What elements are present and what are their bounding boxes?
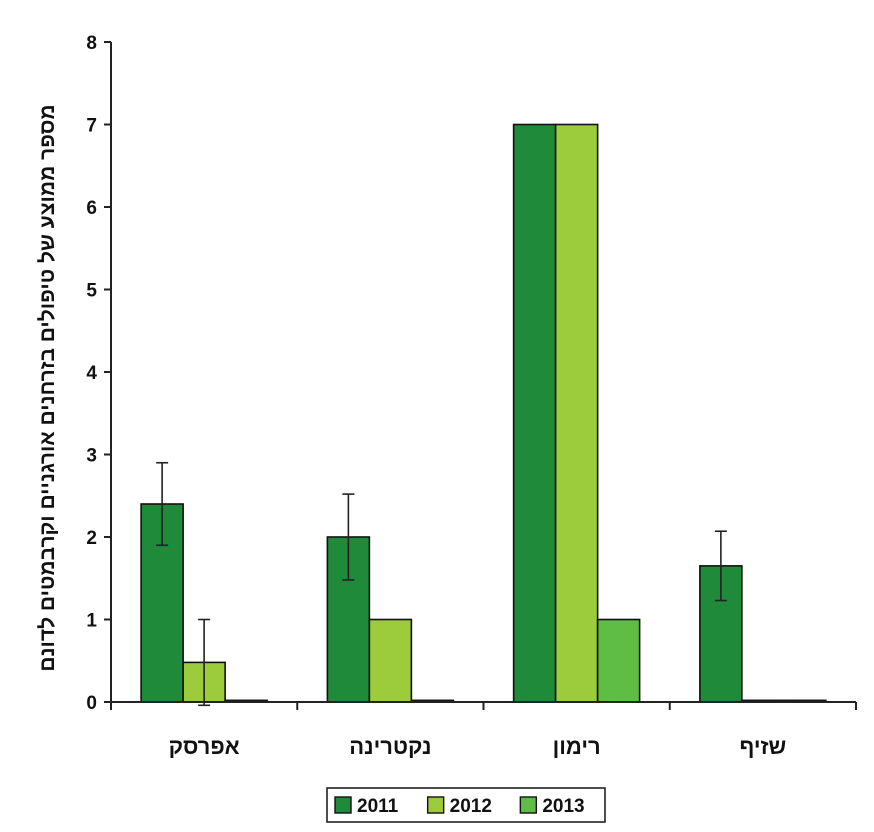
y-tick-label: 2: [86, 528, 97, 549]
x-axis: אפרסק נקטרינה רימון שזיף: [110, 702, 857, 759]
y-tick-label: 4: [86, 363, 97, 384]
legend-label-2011: 2011: [357, 796, 399, 817]
y-tick-label: 1: [86, 611, 97, 632]
category-label: רימון: [553, 734, 601, 759]
category-label: אפרסק: [169, 734, 240, 759]
legend-swatch-2011: [334, 796, 352, 814]
legend-label-2013: 2013: [542, 796, 584, 817]
y-tick-label: 6: [86, 198, 97, 219]
bar-2012: [368, 618, 413, 703]
error-bars: [156, 461, 727, 707]
legend-label-2012: 2012: [450, 796, 492, 817]
y-tick-label: 0: [86, 693, 97, 714]
category-label: שזיף: [739, 734, 786, 759]
bar-2011: [512, 123, 557, 703]
category-label: נקטרינה: [349, 734, 431, 759]
bars: [140, 123, 827, 703]
y-tick-label: 5: [86, 281, 97, 302]
y-axis: 0 1 2 3 4 5 6 7 8: [86, 33, 111, 714]
y-tick-label: 8: [86, 33, 97, 54]
y-tick-label: 7: [86, 116, 97, 137]
y-tick-label: 3: [86, 446, 97, 467]
bar-2013: [596, 618, 641, 703]
legend-swatch-2012: [426, 796, 445, 814]
y-axis-label: מספר ממוצע של טיפולים בזרחנים אורגניים ו…: [36, 104, 59, 671]
axis-lines: [110, 42, 856, 703]
legend-swatch-2013: [519, 796, 538, 814]
legend-box: [326, 787, 606, 823]
bar-2012: [554, 123, 599, 703]
legend: 2011 2012 2013: [326, 787, 606, 823]
